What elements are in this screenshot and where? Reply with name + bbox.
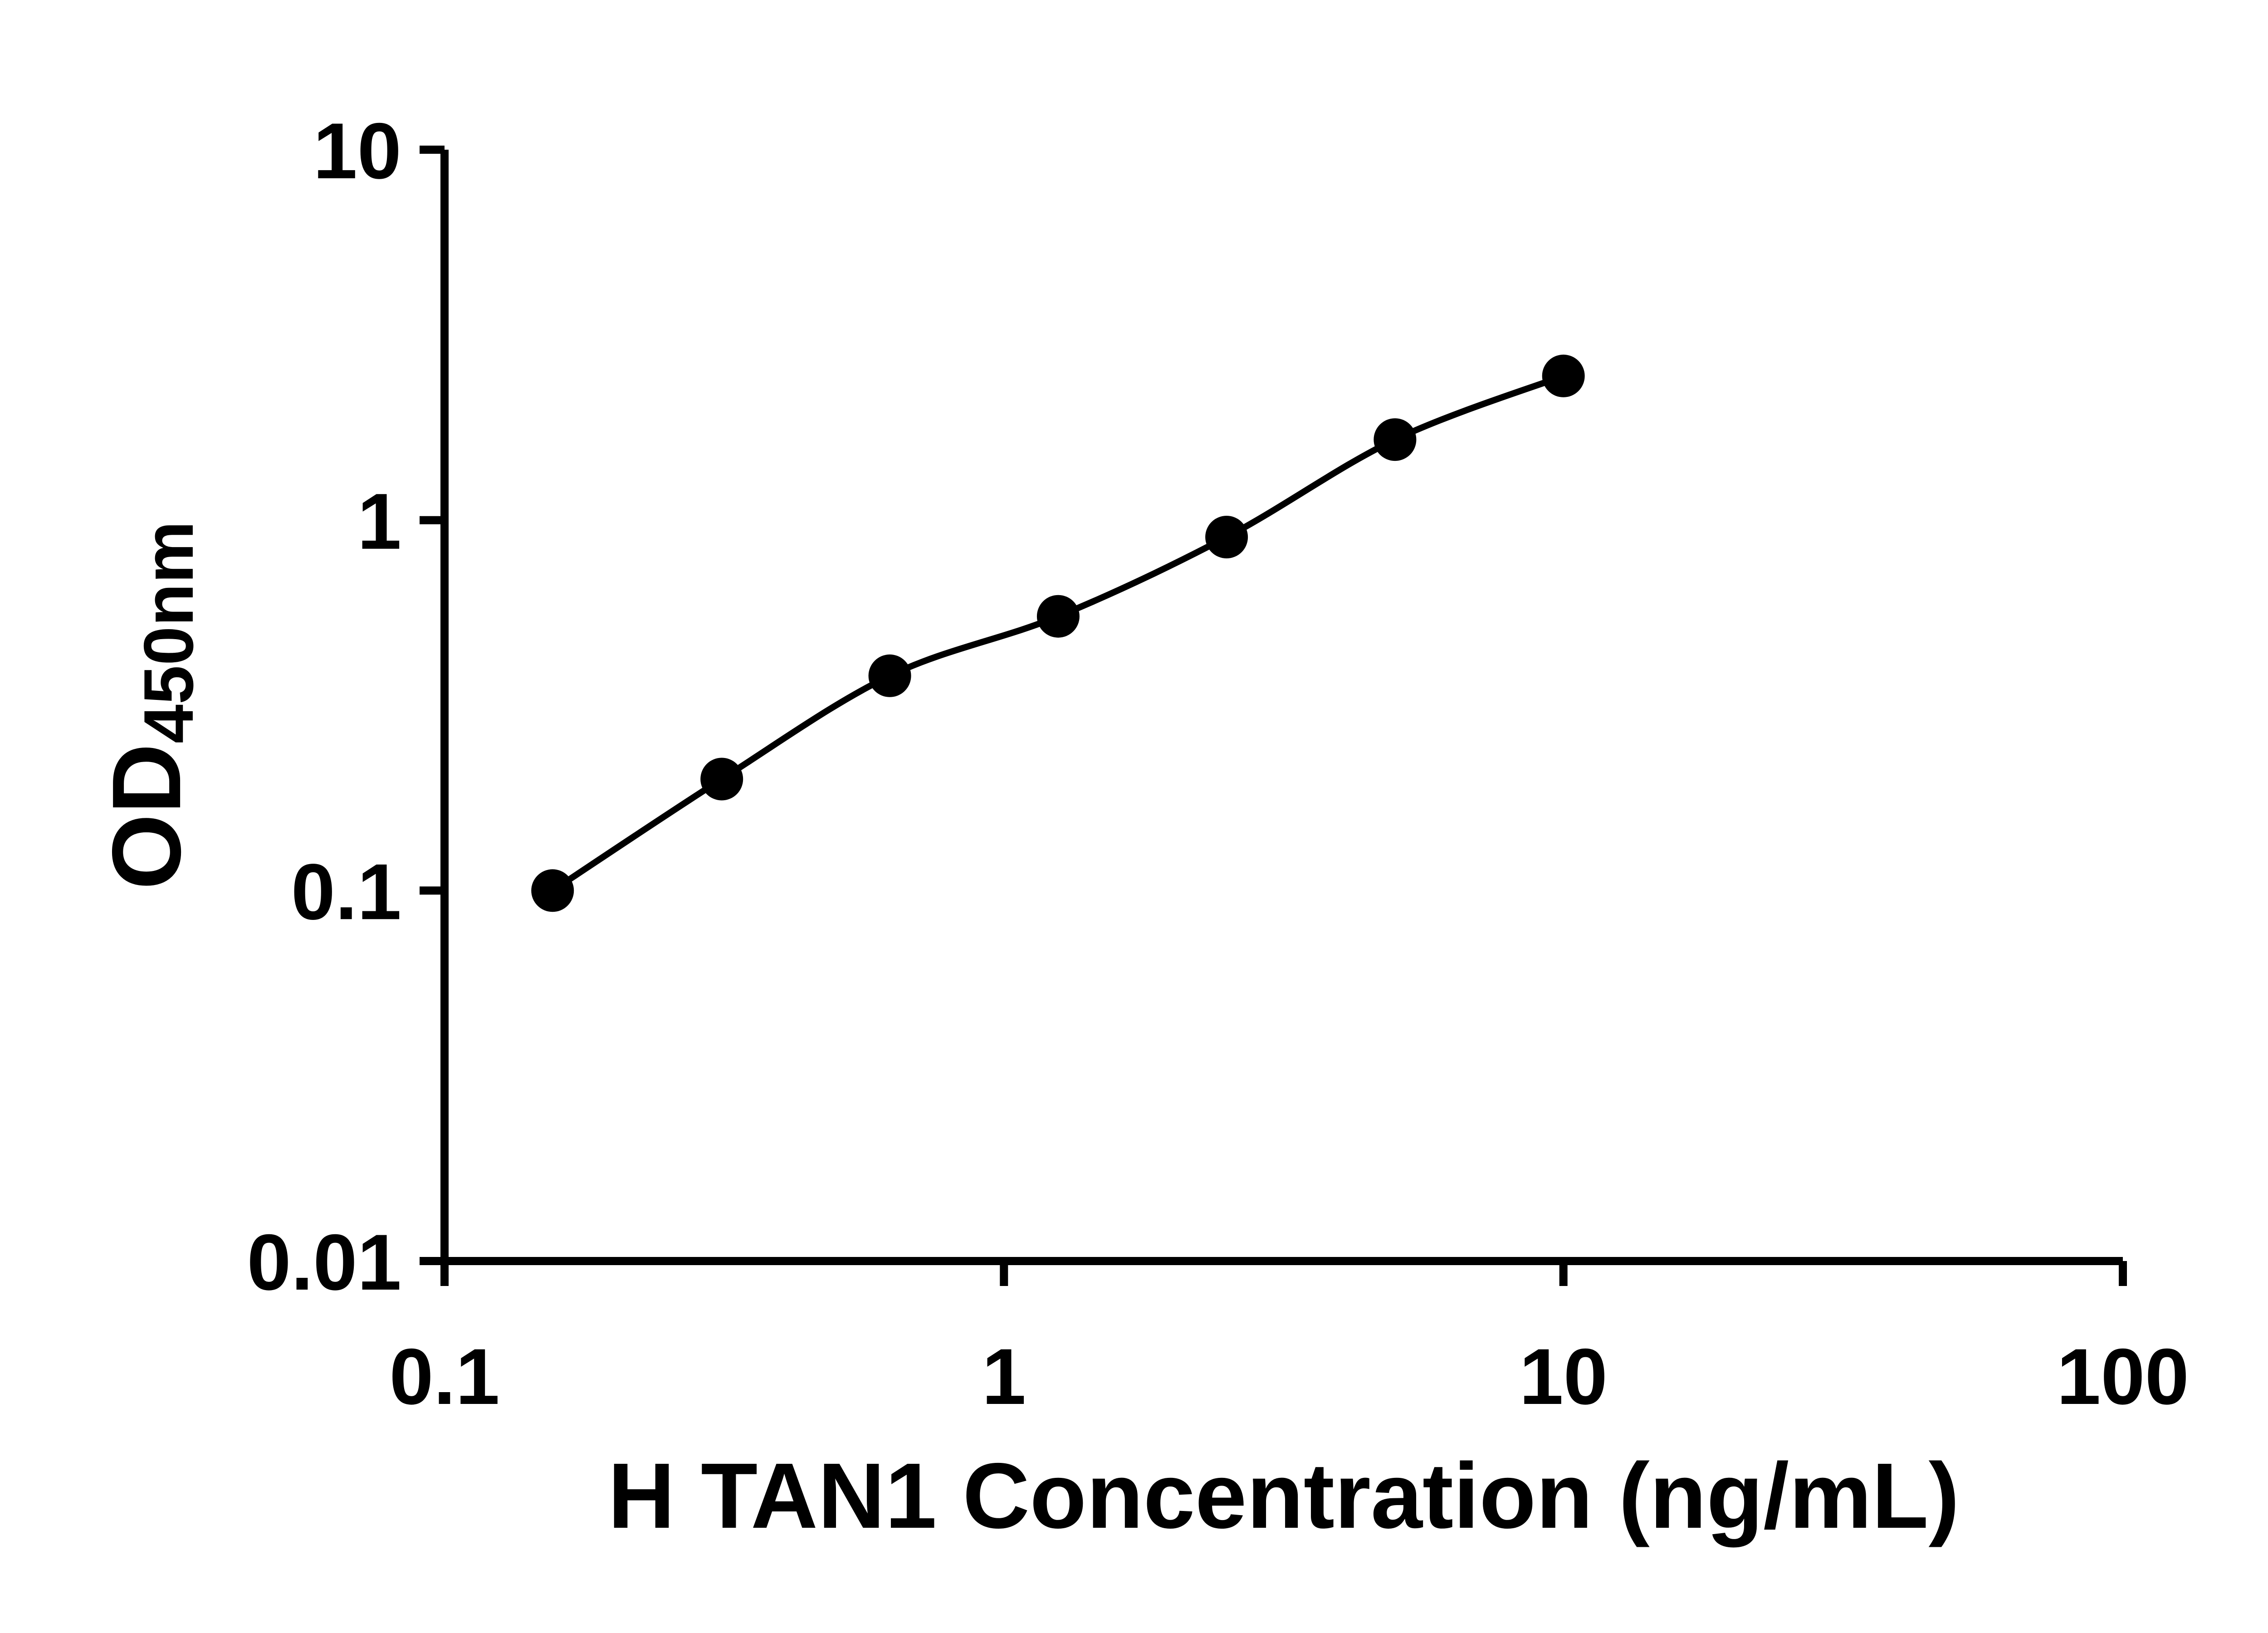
axis-lines [440, 150, 2123, 1265]
y-tick-label: 10 [313, 107, 401, 196]
data-point-marker [1374, 418, 1417, 461]
data-point-marker [1036, 595, 1080, 638]
y-axis-title: OD450nm [90, 521, 209, 890]
x-axis-title: H TAN1 Concentration (ng/mL) [608, 1444, 1960, 1548]
x-tick-label: 0.1 [389, 1333, 499, 1421]
y-tick-label: 0.01 [247, 1218, 401, 1307]
data-point-marker [1542, 354, 1585, 397]
data-point-marker [700, 758, 743, 801]
data-point-marker [531, 869, 574, 912]
x-tick-label: 100 [2057, 1333, 2189, 1421]
y-axis-title-subscript: 450nm [129, 521, 208, 743]
x-tick-label: 1 [982, 1333, 1026, 1421]
y-tick-label: 0.1 [291, 848, 401, 936]
x-tick-label: 10 [1519, 1333, 1608, 1421]
data-point-marker [868, 654, 911, 697]
data-point-marker [1205, 516, 1248, 558]
y-tick-label: 1 [357, 478, 401, 566]
y-axis-title-main: OD [92, 743, 201, 890]
